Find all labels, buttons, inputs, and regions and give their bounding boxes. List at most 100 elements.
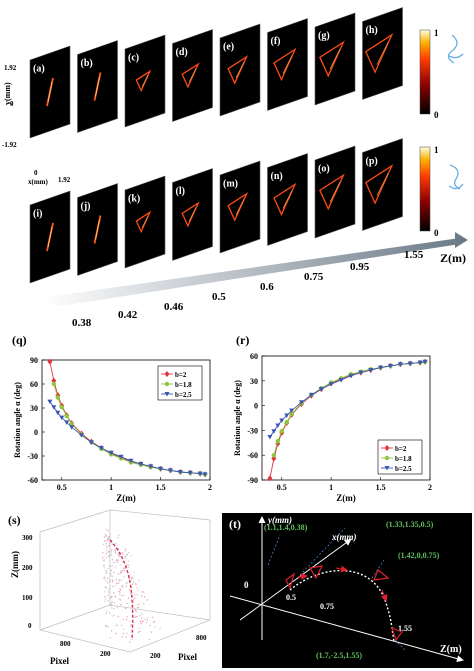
cloud-dot	[108, 580, 111, 582]
cloud-dot	[116, 582, 118, 585]
cloud-dot	[146, 617, 149, 619]
data-point	[64, 420, 70, 425]
cloud-dot	[136, 587, 138, 589]
cloud-dot	[130, 555, 132, 557]
panel-b: (b)	[77, 40, 118, 133]
panel-label-row1-1: (b)	[81, 58, 93, 69]
cloud-dot	[134, 608, 136, 611]
cloud-dot	[139, 620, 141, 623]
cloud-dot	[128, 589, 130, 591]
s-left-tick-800: 800	[60, 640, 71, 648]
cloud-dot	[105, 570, 107, 572]
cloud-dot	[117, 536, 119, 539]
cloud-dot	[114, 549, 117, 551]
z-tick-0: 0.38	[72, 317, 92, 329]
cloud-dot	[108, 565, 111, 567]
cloud-dot	[123, 576, 125, 578]
cloud-dot	[154, 626, 156, 628]
data-point	[289, 408, 295, 414]
cloud-dot	[113, 614, 115, 616]
data-point	[197, 471, 203, 477]
data-point	[98, 446, 104, 451]
data-point	[138, 462, 144, 467]
cloud-dot	[113, 585, 116, 587]
x-tick-label: 1.5	[376, 483, 386, 492]
cloud-dot	[139, 630, 141, 633]
series-b=2.5	[267, 359, 428, 440]
cloud-dot	[107, 529, 109, 532]
data-point	[275, 423, 281, 428]
cloud-dot	[108, 545, 110, 547]
x-tick-label: 1	[329, 483, 333, 492]
panel-f: (f)	[267, 18, 308, 111]
cloud-dot	[133, 571, 135, 573]
z-tick-2: 0.46	[164, 301, 184, 313]
cloud-dot	[130, 625, 132, 627]
data-point	[275, 438, 281, 444]
y-tick-label: 30	[250, 377, 258, 386]
t-annotation-3: (1.42,0,0.75)	[398, 551, 440, 560]
cloud-dot	[121, 569, 124, 572]
data-point	[407, 361, 413, 366]
cloud-dot	[123, 569, 126, 572]
cloud-dot	[111, 615, 113, 617]
y-tick-label: -90	[247, 476, 258, 485]
cloud-dot	[119, 599, 122, 601]
cloud-dot	[133, 621, 135, 624]
panel-y-tick-bottom: -1.92	[2, 141, 17, 149]
x-tick-label: 1.5	[156, 483, 166, 492]
cloud-dot	[119, 556, 122, 558]
cloud-dot	[136, 594, 138, 596]
chart-q: 90 60 30 0 -30 -60 0.5 1 1.5 2 Z(m) Rotation angle …	[13, 356, 212, 503]
panel-label-row1-0: (a)	[33, 63, 45, 74]
cloud-dot	[140, 595, 143, 597]
cloud-dot	[119, 589, 122, 591]
cloud-dot	[131, 592, 133, 594]
t-annotation-4: (1.7,-2.5,1.55)	[316, 651, 362, 660]
cloud-dot	[146, 619, 149, 621]
colorbar-bottom	[419, 146, 431, 232]
cloud-dot	[118, 555, 120, 557]
cloud-dot	[107, 595, 109, 597]
t-beam-3	[373, 569, 390, 581]
cloud-dot	[107, 536, 110, 538]
cloud-dot	[114, 595, 116, 597]
cloud-dot	[124, 567, 126, 569]
cloud-dot	[120, 572, 122, 574]
cloud-dot	[138, 614, 141, 617]
s-z-tick-0: 0	[28, 622, 32, 630]
cloud-dot	[107, 588, 110, 591]
data-point	[64, 413, 69, 419]
cloud-dot	[119, 564, 122, 566]
s-pixel-label-right: Pixel	[178, 652, 197, 662]
cloud-dot	[106, 577, 109, 579]
y-tick-label: 0	[34, 428, 38, 437]
cloud-dot	[132, 578, 134, 580]
legend: b=2 b=1.8 b=2.5	[157, 365, 203, 401]
cloud-dot	[126, 602, 128, 605]
cloud-dot	[111, 575, 113, 577]
cloud-dot	[107, 567, 109, 570]
cloud-dot	[137, 589, 139, 591]
cloud-dot	[103, 559, 105, 561]
data-point	[108, 450, 114, 456]
data-point	[378, 365, 384, 371]
cloud-dot	[125, 636, 127, 638]
legend-entry: b=2.5	[395, 465, 412, 473]
panel-i: (i)	[29, 190, 71, 284]
data-point	[284, 413, 290, 419]
cloud-dot	[122, 628, 125, 631]
cloud-dot	[150, 631, 153, 633]
panel-label-row1-6: (g)	[318, 30, 330, 41]
t-origin: 0	[244, 580, 249, 590]
cloud-dot	[109, 533, 111, 535]
cloud-dot	[104, 595, 106, 598]
data-point	[358, 370, 364, 376]
data-point	[88, 440, 94, 445]
cloud-dot	[104, 534, 107, 536]
data-point	[348, 373, 354, 379]
y-tick-label: 60	[250, 352, 258, 361]
t-tick-155: 1.55	[398, 624, 412, 633]
data-point	[368, 368, 374, 373]
t-beam-4	[391, 626, 403, 642]
